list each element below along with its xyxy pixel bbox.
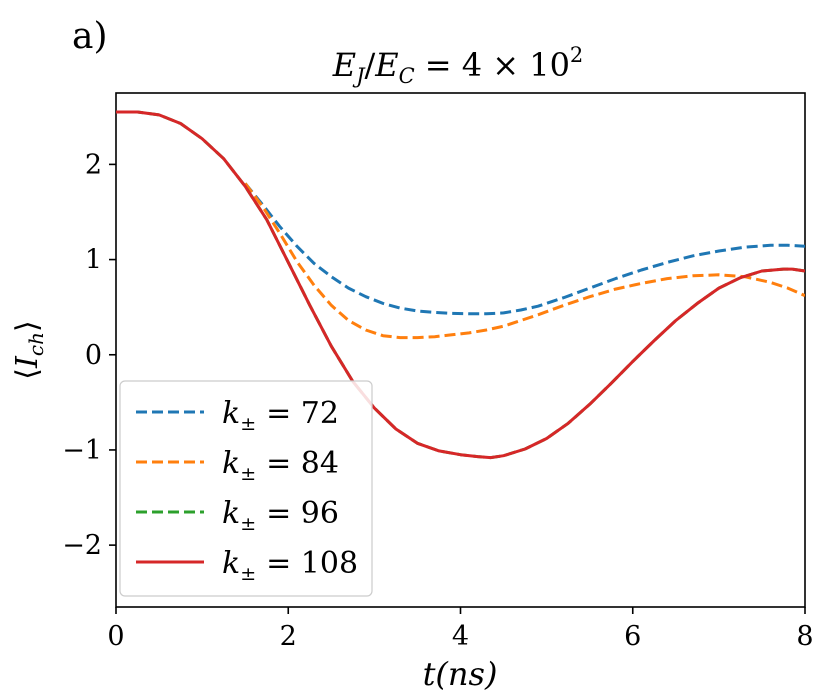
series-line-2	[244, 182, 805, 340]
legend: k± = 72 k± = 84 k± = 96 k± = 108	[119, 380, 373, 597]
legend-label: k± = 96	[222, 496, 339, 535]
legend-box	[119, 380, 373, 597]
series-line-1	[244, 182, 805, 316]
legend-label: k± = 72	[222, 396, 339, 435]
x-tick-label: 2	[280, 621, 297, 652]
x-axis-ticks: 0 2 4 6 8	[107, 607, 814, 652]
y-tick-label: 1	[85, 245, 102, 276]
y-tick-label: 2	[85, 149, 102, 180]
x-tick-label: 8	[796, 621, 813, 652]
chart-title: EJ/EC = 4 × 102	[332, 43, 584, 88]
x-tick-label: 4	[452, 621, 469, 652]
panel-label: a)	[72, 16, 108, 57]
x-tick-label: 6	[624, 621, 641, 652]
y-tick-label: 0	[85, 340, 102, 371]
legend-label: k± = 84	[222, 446, 339, 485]
legend-label: k± = 108	[222, 546, 358, 585]
x-tick-label: 0	[107, 621, 124, 652]
y-axis-label: ⟨Ich⟩	[10, 320, 48, 379]
series-layer	[116, 110, 805, 460]
y-tick-label: −2	[62, 530, 102, 561]
series-line-4	[116, 110, 805, 460]
y-tick-label: −1	[62, 435, 102, 466]
x-axis-label: t(ns)	[423, 655, 498, 693]
plot-area: 0 2 4 6 8 −2 −1 0 1 2	[62, 92, 814, 652]
y-axis-ticks: −2 −1 0 1 2	[62, 149, 116, 561]
